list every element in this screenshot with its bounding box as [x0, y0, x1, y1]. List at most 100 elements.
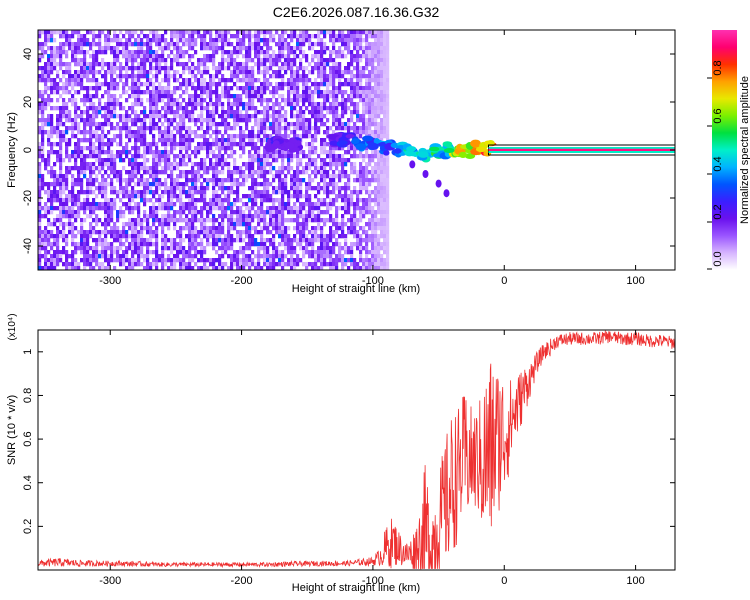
spectrogram-cell	[374, 130, 378, 135]
spectrogram-cell	[104, 162, 108, 167]
spectrogram-cell	[128, 178, 132, 183]
spectrogram-cell	[266, 134, 270, 139]
spectrogram-cell	[302, 218, 306, 223]
spectrogram-cell	[77, 130, 81, 135]
spectrogram-cell	[281, 238, 285, 243]
spectrogram-cell	[50, 130, 54, 135]
spectrogram-cell	[164, 206, 168, 211]
spectrogram-cell	[137, 74, 141, 79]
spectrogram-cell	[251, 94, 255, 99]
spectrogram-cell	[47, 130, 51, 135]
spectrogram-cell	[269, 214, 273, 219]
spectrogram-cell	[257, 94, 261, 99]
spectrogram-cell	[119, 214, 123, 219]
spectrogram-cell	[149, 42, 153, 47]
spectrogram-cell	[260, 46, 264, 51]
spectrogram-cell	[197, 34, 201, 39]
spectrogram-cell	[278, 262, 282, 267]
spectrogram-cell	[89, 230, 93, 235]
spectrogram-cell	[251, 126, 255, 131]
spectrogram-cell	[317, 34, 321, 39]
spectrogram-cell	[125, 126, 129, 131]
spectrogram-cell	[350, 58, 354, 63]
spectrogram-cell	[107, 258, 111, 263]
spectrogram-cell	[131, 50, 135, 55]
spectrogram-cell	[107, 30, 111, 35]
spectrogram-cell	[170, 130, 174, 135]
spectrogram-cell	[134, 50, 138, 55]
spectrogram-cell	[299, 114, 303, 119]
spectrogram-cell	[176, 46, 180, 51]
spectrogram-cell	[320, 174, 324, 179]
spectrogram-cell	[167, 134, 171, 139]
spectrogram-cell	[77, 230, 81, 235]
spectrogram-cell	[110, 102, 114, 107]
spectrogram-cell	[230, 258, 234, 263]
spectrogram-cell	[293, 154, 297, 159]
spectrogram-cell	[101, 134, 105, 139]
spectrogram-cell	[95, 146, 99, 151]
spectrogram-cell	[323, 142, 327, 147]
spectrogram-cell	[257, 150, 261, 155]
spectrogram-cell	[224, 114, 228, 119]
spectrogram-cell	[233, 170, 237, 175]
spectrogram-cell	[257, 214, 261, 219]
spectrogram-cell	[68, 98, 72, 103]
spectrogram-cell	[50, 34, 54, 39]
spectrogram-cell	[119, 50, 123, 55]
spectrogram-cell	[377, 122, 381, 127]
spectrogram-cell	[53, 206, 57, 211]
spectrogram-cell	[338, 86, 342, 91]
spectrogram-cell	[302, 166, 306, 171]
spectrogram-cell	[74, 70, 78, 75]
spectrogram-cell	[164, 238, 168, 243]
spectrogram-cell	[104, 198, 108, 203]
spectrogram-cell	[215, 238, 219, 243]
spectrogram-cell	[332, 234, 336, 239]
spectrogram-cell	[212, 266, 216, 270]
spectrogram-cell	[197, 250, 201, 255]
spectrogram-cell	[341, 146, 345, 151]
spectrogram-cell	[125, 98, 129, 103]
spectrogram-cell	[347, 118, 351, 123]
spectrogram-cell	[47, 142, 51, 147]
spectrogram-cell	[224, 126, 228, 131]
spectrogram-cell	[110, 226, 114, 231]
spectrogram-cell	[296, 94, 300, 99]
spectrogram-cell	[113, 86, 117, 91]
spectrogram-cell	[374, 30, 378, 35]
spectrogram-cell	[371, 238, 375, 243]
spectrogram-cell	[269, 238, 273, 243]
spectrogram-cell	[149, 70, 153, 75]
spectrogram-cell	[92, 150, 96, 155]
spectrogram-cell	[98, 266, 102, 270]
spectrogram-cell	[152, 118, 156, 123]
spectrogram-cell	[149, 58, 153, 63]
spectrogram-cell	[134, 238, 138, 243]
spectrogram-cell	[74, 114, 78, 119]
spectrogram-cell	[77, 206, 81, 211]
spectrogram-cell	[332, 198, 336, 203]
spectrogram-cell	[275, 230, 279, 235]
spectrogram-cell	[50, 46, 54, 51]
spectrogram-cell	[119, 66, 123, 71]
spectrogram-cell	[305, 106, 309, 111]
spectrogram-cell	[185, 154, 189, 159]
spectrogram-cell	[98, 190, 102, 195]
spectrogram-cell	[233, 118, 237, 123]
spectrogram-cell	[53, 78, 57, 83]
spectrogram-cell	[137, 86, 141, 91]
spectrogram-cell	[272, 54, 276, 59]
spectrogram-cell	[74, 226, 78, 231]
spectrogram-cell	[134, 150, 138, 155]
spectrogram-cell	[125, 258, 129, 263]
spectrogram-cell	[212, 130, 216, 135]
spectrogram-cell	[344, 202, 348, 207]
spectrogram-cell	[158, 62, 162, 67]
spectrogram-cell	[350, 202, 354, 207]
spectrogram-cell	[317, 250, 321, 255]
spectrogram-cell	[155, 258, 159, 263]
spectrogram-cell	[155, 62, 159, 67]
spectrogram-cell	[98, 106, 102, 111]
spectrogram-cell	[335, 198, 339, 203]
